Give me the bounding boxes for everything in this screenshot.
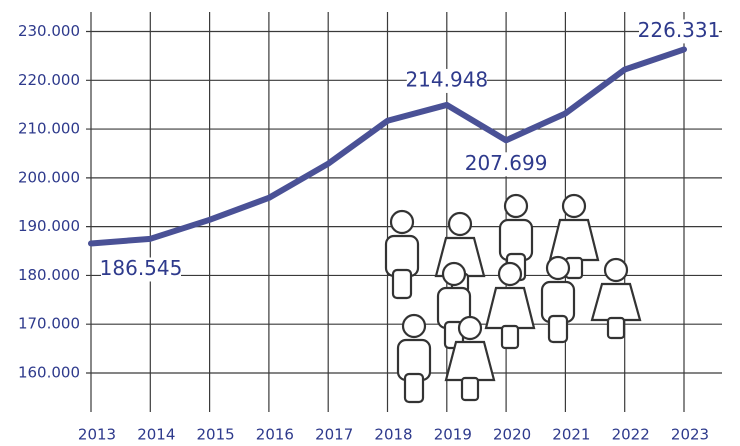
y-tick-label: 190.000 — [18, 217, 80, 235]
x-tick-label: 2022 — [612, 426, 650, 444]
x-tick-label: 2019 — [434, 426, 472, 444]
x-tick-label: 2021 — [552, 426, 590, 444]
x-tick-label: 2020 — [493, 426, 531, 444]
x-tick-label: 2015 — [197, 426, 235, 444]
value-label: 186.545 — [100, 256, 183, 280]
y-tick-label: 210.000 — [18, 120, 80, 138]
y-tick-label: 170.000 — [18, 315, 80, 333]
y-tick-label: 160.000 — [18, 363, 80, 381]
y-tick-label: 200.000 — [18, 168, 80, 186]
x-tick-label: 2023 — [671, 426, 709, 444]
x-tick-label: 2014 — [137, 426, 175, 444]
y-tick-label: 230.000 — [18, 22, 80, 40]
x-tick-label: 2018 — [374, 426, 412, 444]
value-label: 226.331 — [638, 18, 721, 42]
value-label: 207.699 — [465, 151, 548, 175]
x-tick-label: 2017 — [315, 426, 353, 444]
x-tick-label: 2016 — [256, 426, 294, 444]
x-tick-label: 2013 — [78, 426, 116, 444]
chart: 160.000 170.000 180.000 190.000 200.000 210.0… — [0, 0, 740, 446]
y-tick-label: 180.000 — [18, 266, 80, 284]
y-tick-label: 220.000 — [18, 71, 80, 89]
value-label: 214.948 — [405, 67, 488, 91]
